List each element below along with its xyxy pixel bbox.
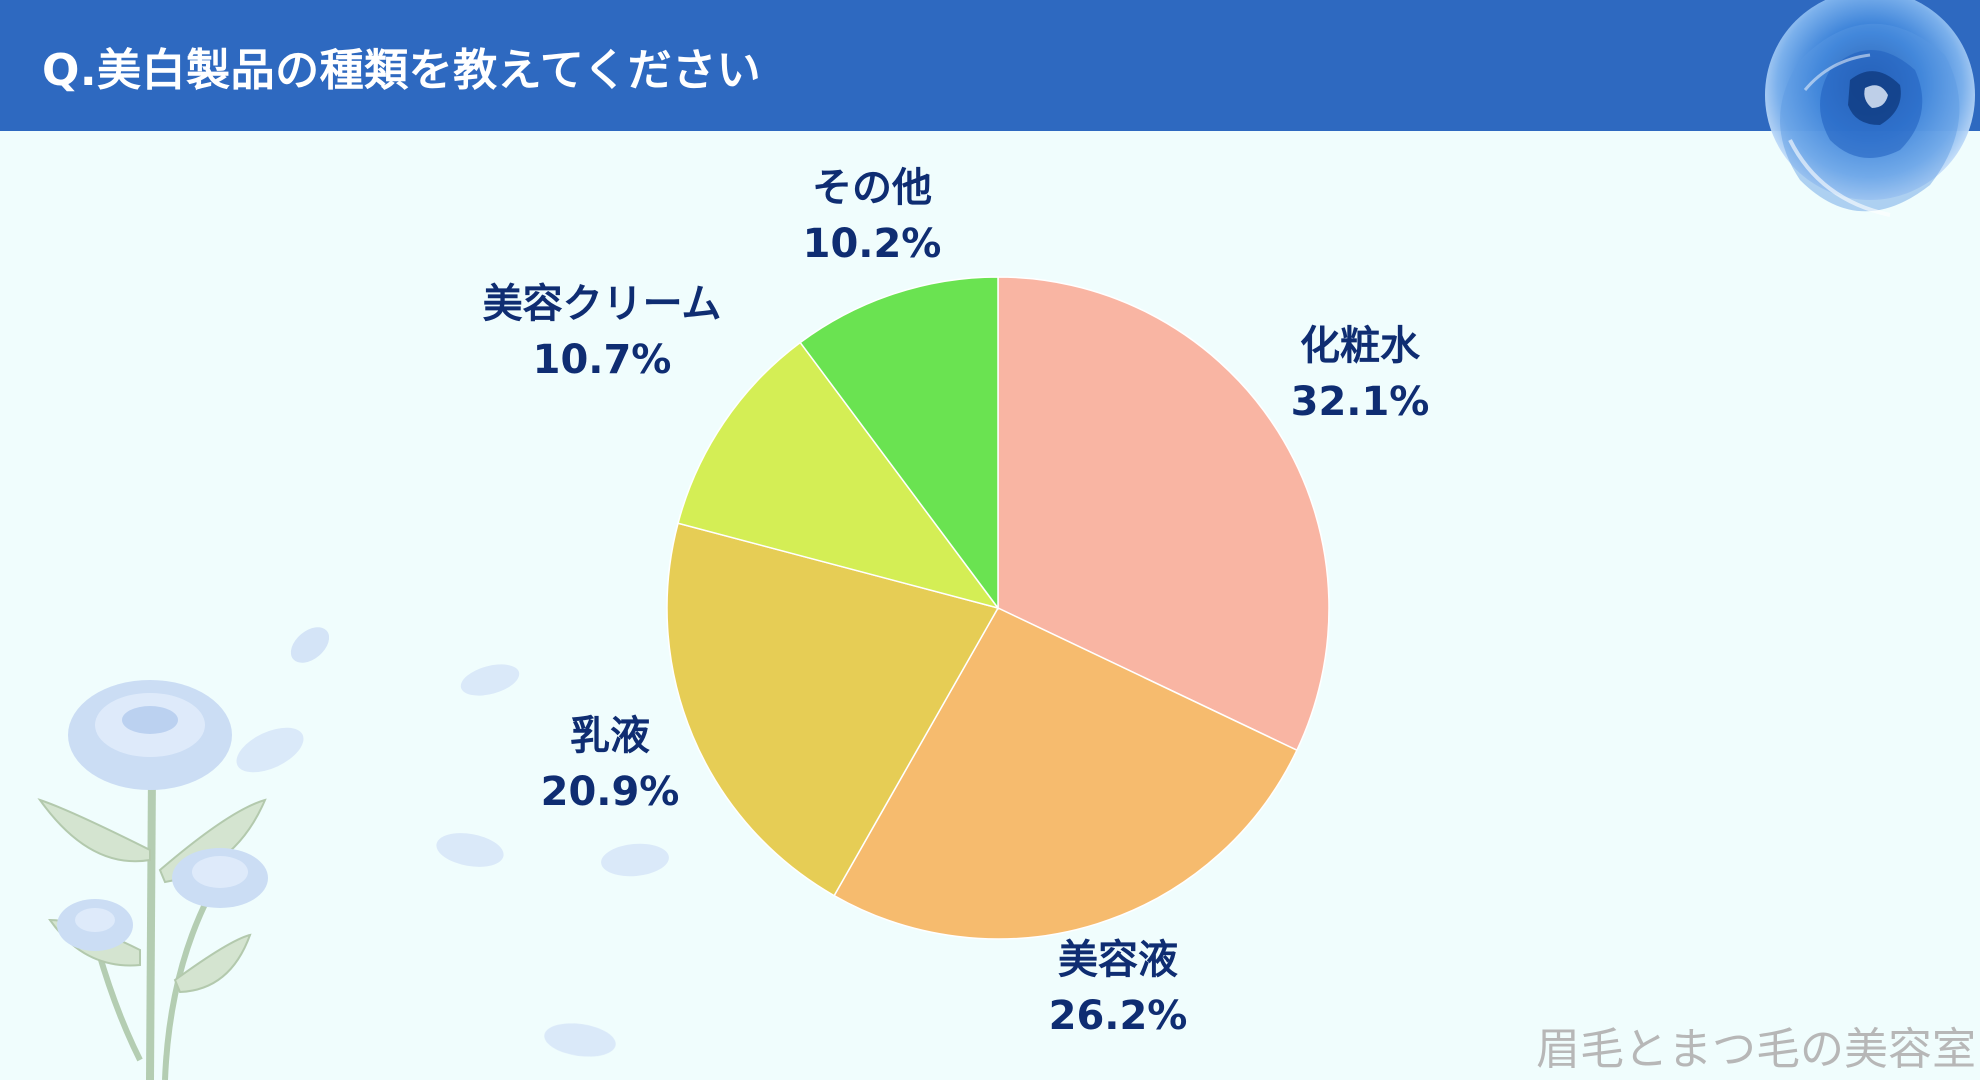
slice-name: 美容液: [1058, 937, 1178, 983]
pie-slice-1: [833, 607, 1298, 940]
slice-name: その他: [812, 165, 932, 211]
pie-slice-4: [799, 276, 999, 611]
slice-name: 化粧水: [1300, 323, 1420, 369]
slice-value: 26.2%: [1048, 993, 1188, 1039]
header-bar: Q.美白製品の種類を教えてください: [0, 0, 1980, 131]
slice-label-nyueki: 乳液 20.9%: [541, 708, 680, 820]
pie-slice-2: [666, 522, 1000, 897]
slice-label-sonota: その他 10.2%: [803, 160, 942, 272]
slice-name: 乳液: [570, 713, 650, 759]
blue-rose-icon: [1765, 0, 1975, 217]
page-title: Q.美白製品の種類を教えてください: [42, 45, 762, 96]
slice-value: 32.1%: [1290, 379, 1430, 425]
slice-name: 美容クリーム: [482, 281, 722, 327]
slice-label-biyou-cream: 美容クリーム 10.7%: [483, 276, 722, 388]
pie-slice-3: [677, 341, 1000, 610]
slice-label-biyoueki: 美容液 26.2%: [1049, 932, 1188, 1044]
watermark: 眉毛とまつ毛の美容室: [1536, 1024, 1976, 1075]
slice-label-keshousui: 化粧水 32.1%: [1291, 318, 1430, 430]
slice-value: 10.2%: [802, 221, 942, 267]
slice-value: 10.7%: [532, 337, 672, 383]
blue-rose-bouquet-icon: [37, 627, 669, 1080]
pie-slice-0: [997, 276, 1330, 752]
slice-value: 20.9%: [540, 769, 680, 815]
